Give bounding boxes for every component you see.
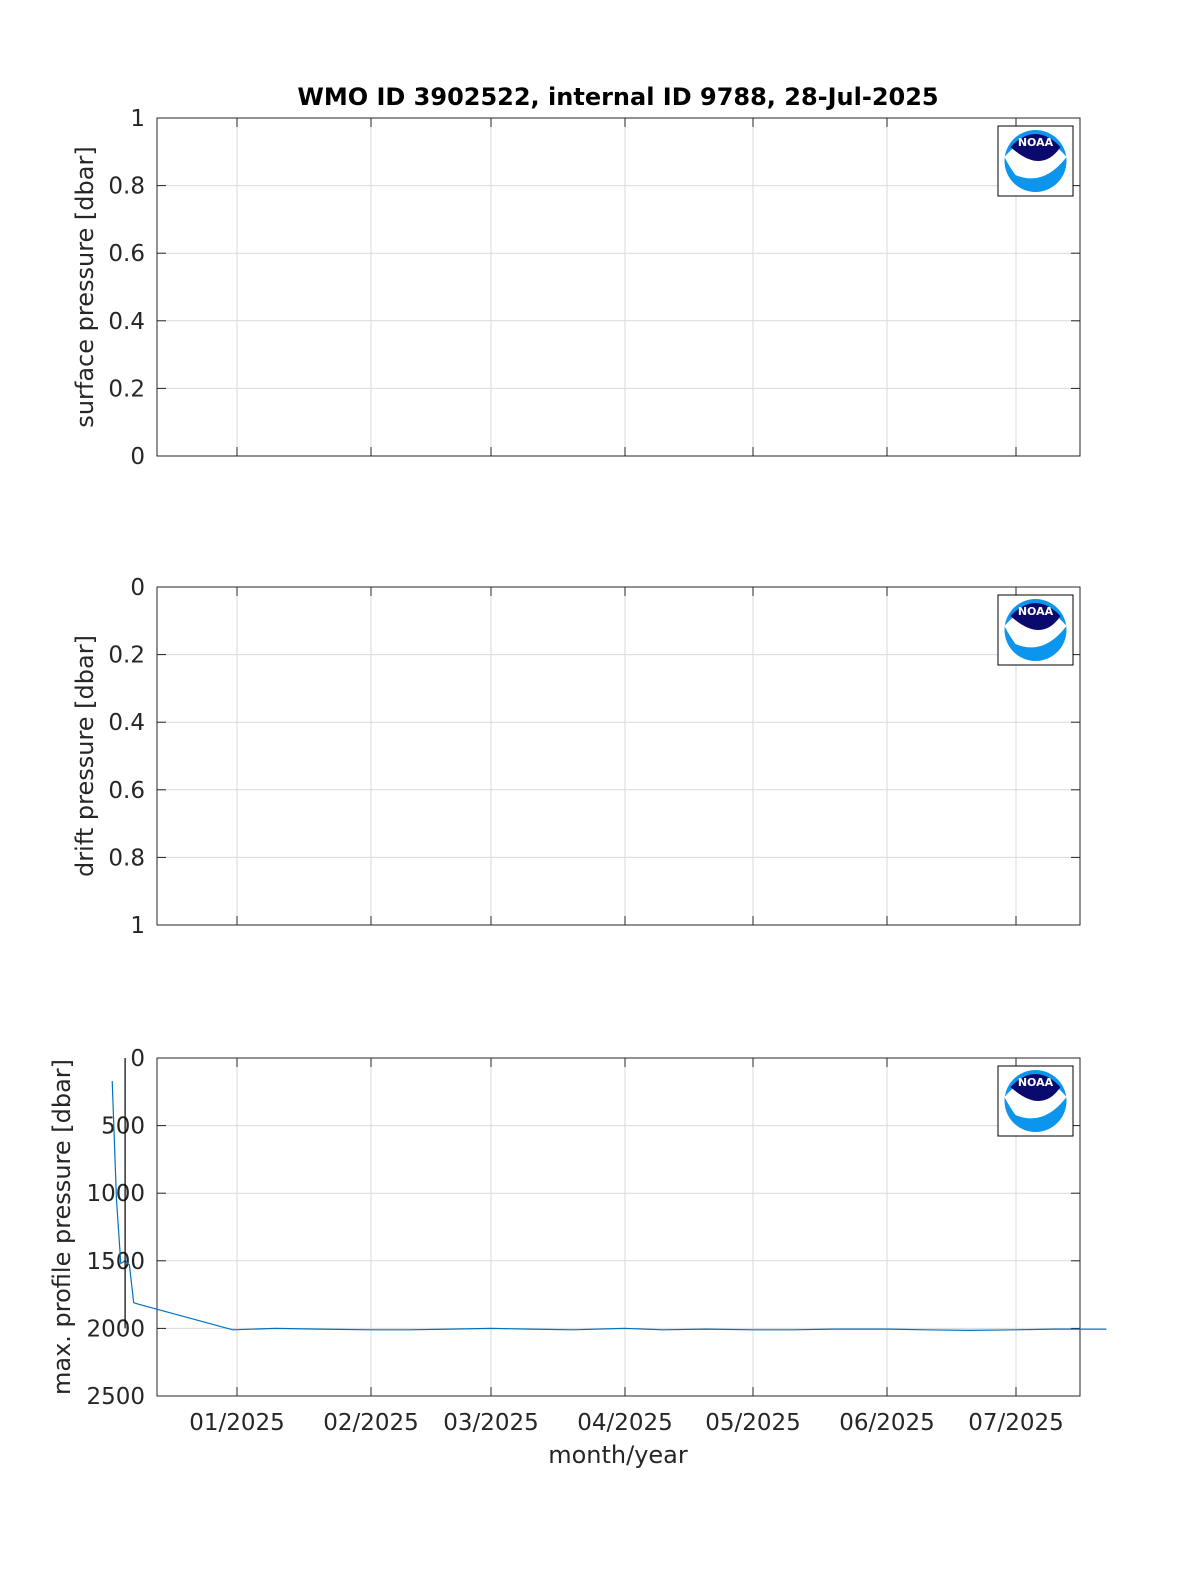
- y-axis-label: max. profile pressure [dbar]: [48, 1059, 76, 1395]
- y-tick-label: 1: [130, 913, 145, 939]
- y-axis-label: drift pressure [dbar]: [71, 635, 99, 877]
- y-tick-label: 0.8: [108, 845, 145, 871]
- y-axis-label: surface pressure [dbar]: [71, 146, 99, 427]
- y-tick-label: 2500: [86, 1384, 145, 1410]
- y-tick-label: 0: [130, 575, 145, 601]
- noaa-logo-text: NOAA: [1018, 605, 1054, 618]
- y-tick-label: 0.4: [108, 309, 145, 335]
- x-tick-label: 04/2025: [577, 1410, 673, 1436]
- x-tick-label: 06/2025: [839, 1410, 935, 1436]
- y-tick-label: 1: [130, 106, 145, 132]
- series-line: [111, 1080, 1107, 1332]
- y-tick-label: 0.6: [108, 778, 145, 804]
- axes-box: [156, 1057, 1081, 1397]
- figure-title: WMO ID 3902522, internal ID 9788, 28-Jul…: [297, 83, 938, 111]
- panel-2: 0 0.2 0.4 0.6 0.8 1 drift pressure [dbar] NOAA: [71, 575, 1081, 939]
- panels: 0 0.2 0.4 0.6 0.8 1 surface pressure [dbar] NOA…: [48, 106, 1107, 1436]
- y-tick-label: 0.4: [108, 710, 145, 736]
- x-tick-label: 01/2025: [189, 1410, 285, 1436]
- x-tick-label: 05/2025: [705, 1410, 801, 1436]
- axes-box: [156, 117, 1081, 457]
- y-tick-label: 1500: [86, 1249, 145, 1275]
- noaa-logo-icon: NOAA: [997, 1065, 1074, 1137]
- x-tick-label: 03/2025: [443, 1410, 539, 1436]
- y-tick-label: 0.2: [108, 376, 145, 402]
- y-tick-label: 0: [130, 444, 145, 470]
- axes-box: [156, 586, 1081, 926]
- y-tick-label: 2000: [86, 1316, 145, 1342]
- x-axis-label: month/year: [548, 1441, 688, 1469]
- y-tick-label: 500: [101, 1114, 145, 1140]
- y-tick-label: 0.8: [108, 174, 145, 200]
- panel-1: 0 0.2 0.4 0.6 0.8 1 surface pressure [dbar] NOA…: [71, 106, 1081, 470]
- noaa-logo-text: NOAA: [1018, 1076, 1054, 1089]
- x-tick-label: 07/2025: [968, 1410, 1064, 1436]
- noaa-logo-icon: NOAA: [997, 594, 1074, 666]
- x-tick-label: 02/2025: [323, 1410, 419, 1436]
- y-tick-label: 0: [130, 1046, 145, 1072]
- y-tick-label: 0.6: [108, 241, 145, 267]
- noaa-logo-text: NOAA: [1018, 136, 1054, 149]
- noaa-logo-icon: NOAA: [997, 125, 1074, 197]
- y-tick-label: 0.2: [108, 643, 145, 669]
